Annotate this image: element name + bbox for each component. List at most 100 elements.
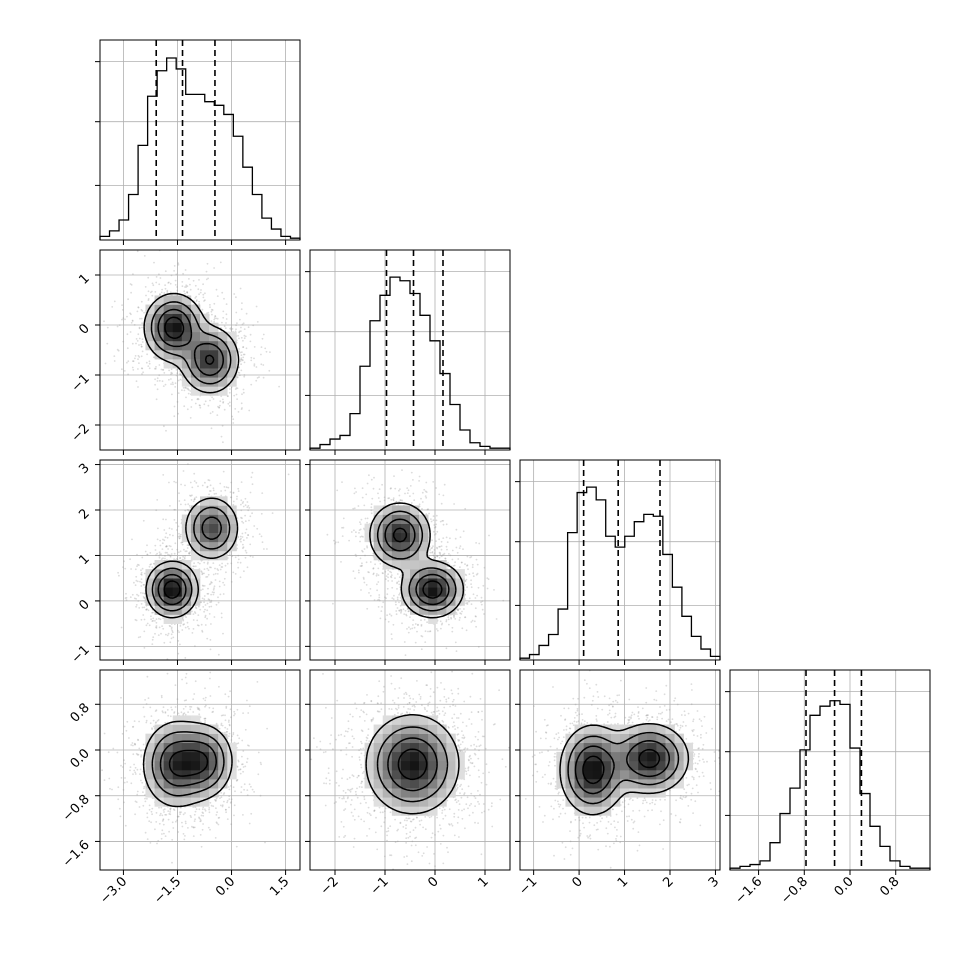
sample-point (181, 389, 183, 391)
sample-point (191, 494, 193, 497)
sample-point (162, 538, 164, 541)
sample-point (160, 553, 163, 555)
density-cell (145, 587, 155, 597)
sample-point (224, 489, 227, 492)
density-cell (154, 350, 164, 360)
density-cell (400, 596, 411, 606)
sample-point (142, 371, 145, 374)
contour-line (392, 527, 443, 599)
sample-point (238, 372, 241, 374)
sample-point (424, 641, 427, 643)
sample-point (132, 360, 134, 362)
sample-point (185, 672, 188, 675)
sample-point (278, 385, 280, 388)
sample-point (179, 557, 181, 559)
sample-point (439, 620, 442, 623)
sample-point (133, 597, 136, 600)
sample-point (433, 534, 436, 536)
sample-point (450, 617, 453, 620)
sample-point (207, 311, 210, 314)
sample-point (134, 568, 137, 571)
sample-point (454, 618, 457, 620)
density-cell (227, 532, 237, 543)
sample-point (377, 581, 380, 583)
sample-point (145, 624, 148, 627)
sample-point (387, 569, 390, 572)
sample-point (116, 348, 119, 351)
sample-point (124, 318, 126, 321)
sample-point (214, 315, 217, 317)
sample-point (447, 618, 450, 621)
sample-point (429, 551, 432, 554)
sample-point (103, 320, 105, 323)
sample-point (216, 317, 219, 320)
density-cell (200, 496, 210, 506)
sample-point (367, 571, 369, 573)
sample-point (342, 517, 345, 520)
sample-point (218, 406, 221, 409)
sample-point (135, 604, 138, 606)
sample-point (252, 535, 254, 538)
density-cell (218, 386, 228, 396)
sample-point (179, 643, 181, 646)
sample-point (435, 487, 437, 489)
sample-point (200, 570, 203, 573)
sample-point (204, 299, 206, 302)
density-cell (410, 560, 420, 570)
sample-point (214, 315, 217, 317)
density-cell (190, 587, 201, 597)
sample-point (141, 326, 143, 329)
sample-point (213, 587, 215, 590)
density-cell (428, 596, 438, 606)
sample-point (220, 490, 223, 492)
sample-point (366, 607, 369, 610)
density-cell (410, 550, 420, 561)
sample-point (451, 630, 454, 633)
sample-point (152, 284, 155, 287)
density-cell (391, 532, 402, 543)
density-cell (145, 578, 155, 588)
sample-point (243, 337, 246, 340)
sample-point (445, 620, 448, 623)
sample-point (127, 360, 130, 363)
sample-point (151, 638, 154, 641)
sample-point (206, 575, 209, 578)
sample-point (137, 306, 140, 309)
sample-point (352, 570, 355, 573)
sample-point (176, 289, 179, 292)
sample-point (169, 282, 172, 285)
sample-point (169, 641, 172, 644)
sample-point (134, 618, 137, 621)
sample-point (142, 596, 145, 598)
sample-point (147, 298, 150, 300)
sample-point (475, 573, 478, 576)
sample-point (184, 484, 186, 487)
sample-point (460, 561, 463, 564)
sample-point (394, 577, 396, 579)
sample-point (204, 624, 207, 626)
sample-point (403, 641, 406, 643)
sample-point (143, 647, 146, 649)
sample-point (438, 493, 441, 496)
sample-point (163, 641, 166, 644)
sample-point (130, 284, 133, 286)
sample-point (145, 608, 148, 611)
sample-point (443, 483, 446, 486)
sample-point (399, 592, 401, 595)
sample-point (256, 377, 259, 379)
sample-point (217, 405, 219, 408)
sample-point (244, 549, 247, 552)
sample-point (131, 342, 134, 345)
sample-point (380, 610, 383, 612)
density-cell (172, 331, 183, 342)
sample-point (213, 591, 216, 594)
sample-point (155, 618, 158, 620)
sample-point (337, 541, 340, 544)
density-cell (218, 368, 228, 378)
sample-point (182, 386, 185, 389)
sample-point (144, 286, 147, 288)
sample-point (184, 286, 186, 288)
density-cell (400, 587, 411, 597)
density-cell (428, 560, 438, 570)
sample-point (244, 514, 247, 517)
